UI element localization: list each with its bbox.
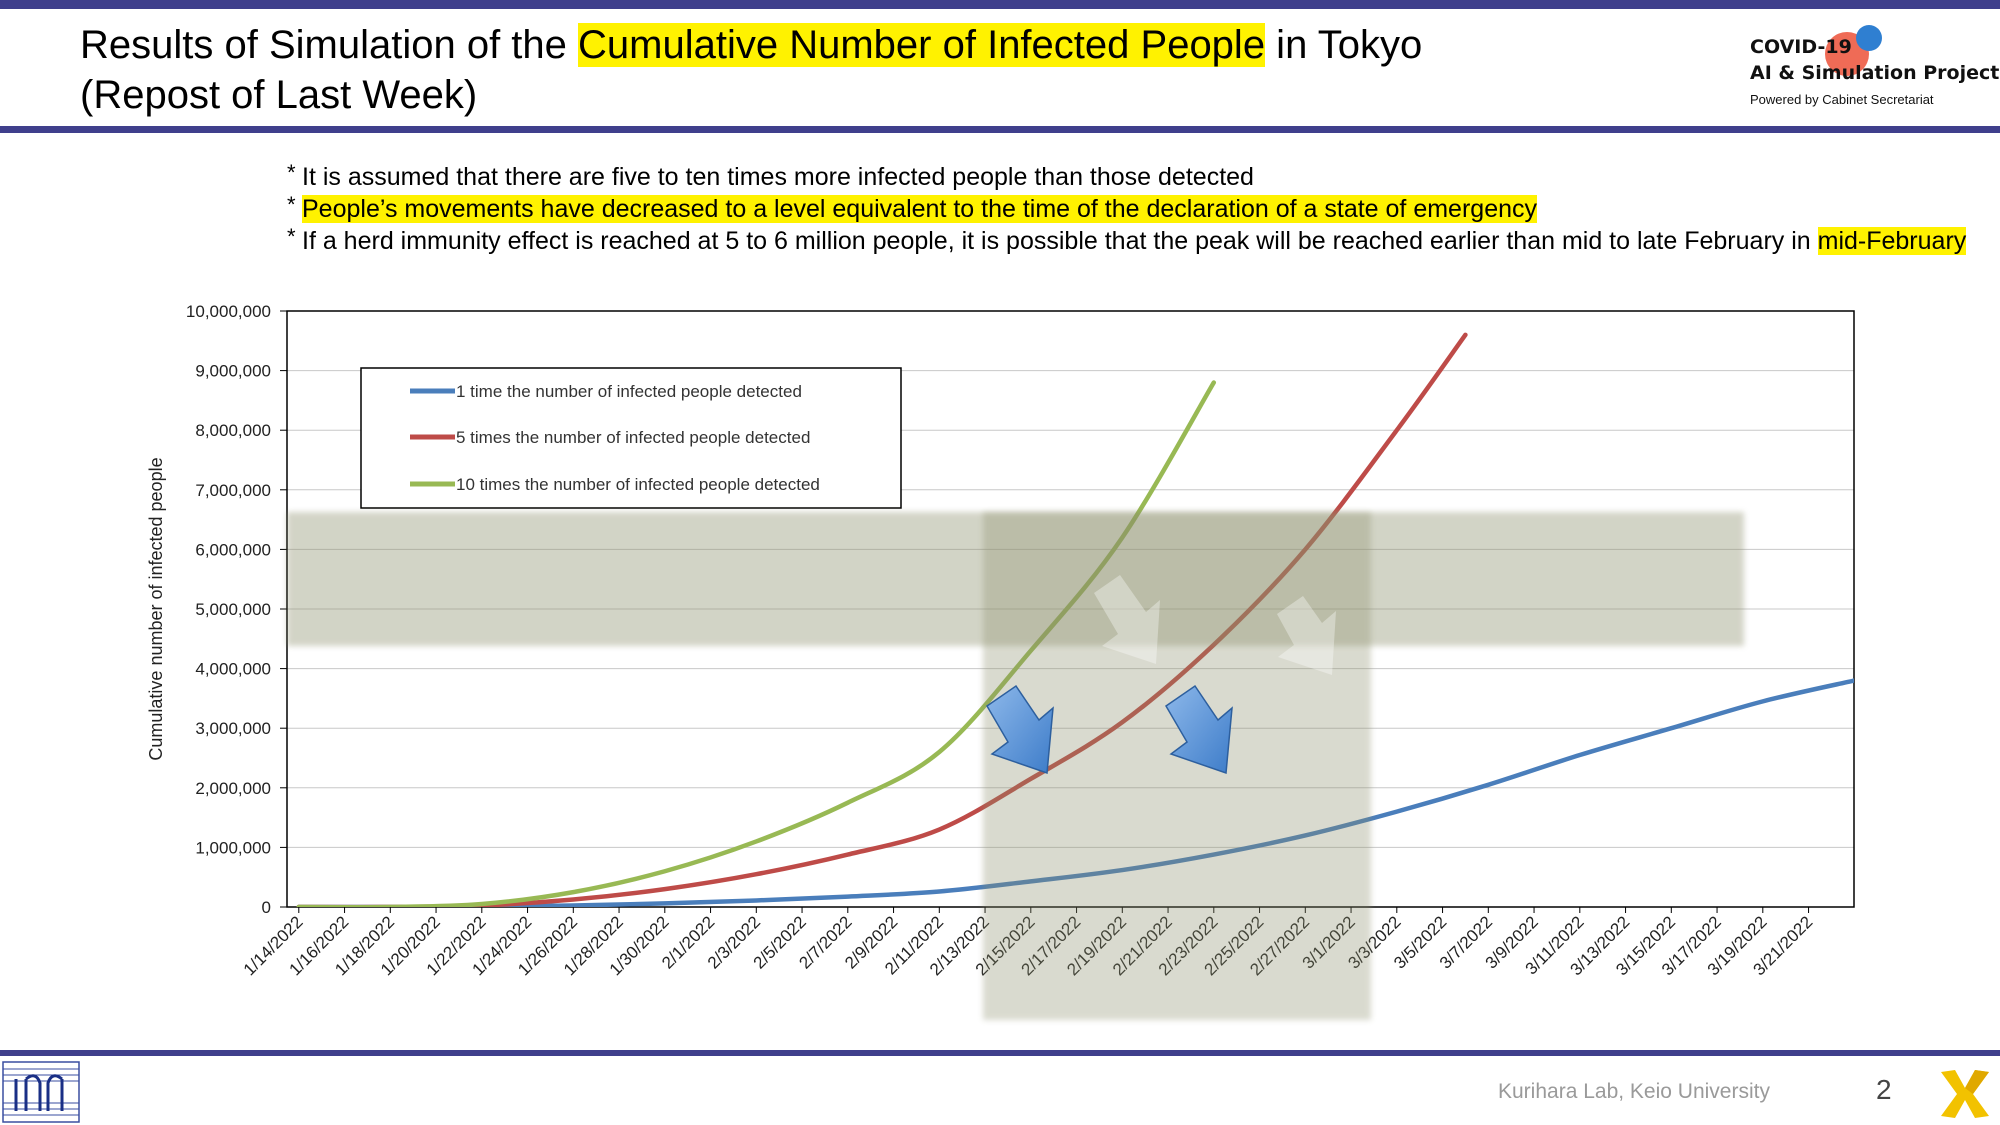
down-arrow-icon	[986, 684, 1054, 775]
logo-blue-circle-icon	[1856, 25, 1882, 51]
y-tick-label: 1,000,000	[195, 838, 271, 857]
legend-label-1x: 1 time the number of infected people det…	[456, 382, 802, 401]
page-title: Results of Simulation of the Cumulative …	[80, 20, 1422, 120]
y-tick-label: 2,000,000	[195, 779, 271, 798]
title-line-1: Results of Simulation of the Cumulative …	[80, 20, 1422, 70]
down-arrow-icon	[1165, 684, 1233, 775]
note-3: * If a herd immunity effect is reached a…	[287, 224, 1967, 257]
legend-label-10x: 10 times the number of infected people d…	[456, 475, 820, 494]
y-tick-label: 5,000,000	[195, 600, 271, 619]
y-axis-label: Cumulative number of infected people	[146, 457, 166, 760]
title-line-2: (Repost of Last Week)	[80, 73, 478, 117]
note-1: * It is assumed that there are five to t…	[287, 160, 1967, 193]
legend-box: 1 time the number of infected people det…	[360, 367, 902, 509]
footer-accent-bar	[0, 1050, 2000, 1056]
y-tick-label: 9,000,000	[195, 362, 271, 381]
legend-label-5x: 5 times the number of infected people de…	[456, 428, 810, 447]
note-text: It is assumed that there are five to ten…	[302, 163, 1254, 191]
y-tick-labels: 0 1,000,000 2,000,000 3,000,000 4,000,000 5,0…	[186, 302, 271, 917]
covid-project-logo: COVID-19 AI & Simulation Project Powered…	[1745, 20, 1999, 115]
note-marker: *	[287, 192, 296, 217]
y-tick-label: 3,000,000	[195, 719, 271, 738]
y-tick-label: 0	[262, 898, 271, 917]
y-tick-label: 4,000,000	[195, 660, 271, 679]
assumption-notes: * It is assumed that there are five to t…	[287, 160, 1967, 257]
logo-line-1: COVID-19	[1750, 36, 1852, 58]
title-highlight: Cumulative Number of Infected People	[578, 23, 1266, 67]
faded-arrow-icon	[1277, 596, 1336, 675]
note-marker: *	[287, 224, 296, 249]
y-tick-label: 10,000,000	[186, 302, 271, 321]
footer-credit: Kurihara Lab, Keio University	[1498, 1080, 1770, 1103]
x-logo-icon	[1941, 1070, 1989, 1118]
note-marker: *	[287, 160, 296, 185]
kurihara-lab-logo-icon	[2, 1061, 80, 1123]
page-number: 2	[1876, 1074, 1892, 1105]
title-part1: Results of Simulation of the	[80, 23, 579, 67]
note-highlight: mid-February	[1817, 227, 1967, 255]
y-tick-label: 6,000,000	[195, 540, 271, 559]
title-part2: in Tokyo	[1265, 23, 1423, 67]
logo-line-2: AI & Simulation Project	[1750, 62, 2000, 84]
faded-arrow-icon	[1094, 575, 1160, 664]
y-tick-label: 8,000,000	[195, 421, 271, 440]
title-divider-bar	[0, 126, 2000, 133]
y-tick-label: 7,000,000	[195, 481, 271, 500]
note-2: * People’s movements have decreased to a…	[287, 192, 1967, 225]
note-highlight: People’s movements have decreased to a l…	[302, 195, 1537, 223]
top-accent-bar	[0, 0, 2000, 9]
logo-line-3: Powered by Cabinet Secretariat	[1750, 92, 1934, 107]
note-text: If a herd immunity effect is reached at …	[302, 227, 1818, 255]
